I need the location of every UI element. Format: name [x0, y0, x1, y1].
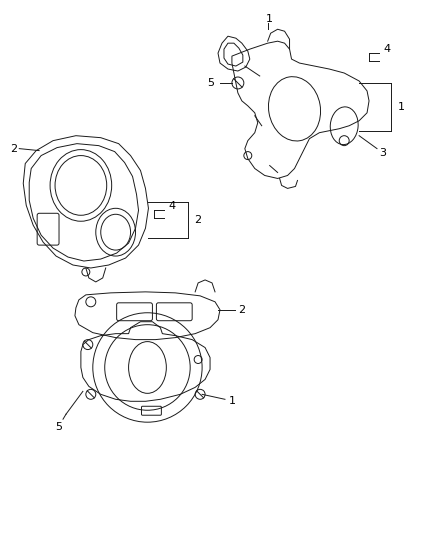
Text: 5: 5	[207, 78, 214, 88]
Text: 3: 3	[379, 148, 386, 158]
Text: 2: 2	[194, 215, 201, 225]
Text: 1: 1	[397, 102, 404, 112]
Text: 4: 4	[169, 201, 176, 211]
Text: 1: 1	[229, 397, 235, 406]
Text: 2: 2	[238, 305, 245, 315]
Text: 5: 5	[56, 422, 63, 432]
Text: 1: 1	[266, 14, 273, 25]
Text: 2: 2	[10, 143, 17, 154]
Text: 4: 4	[383, 44, 391, 54]
